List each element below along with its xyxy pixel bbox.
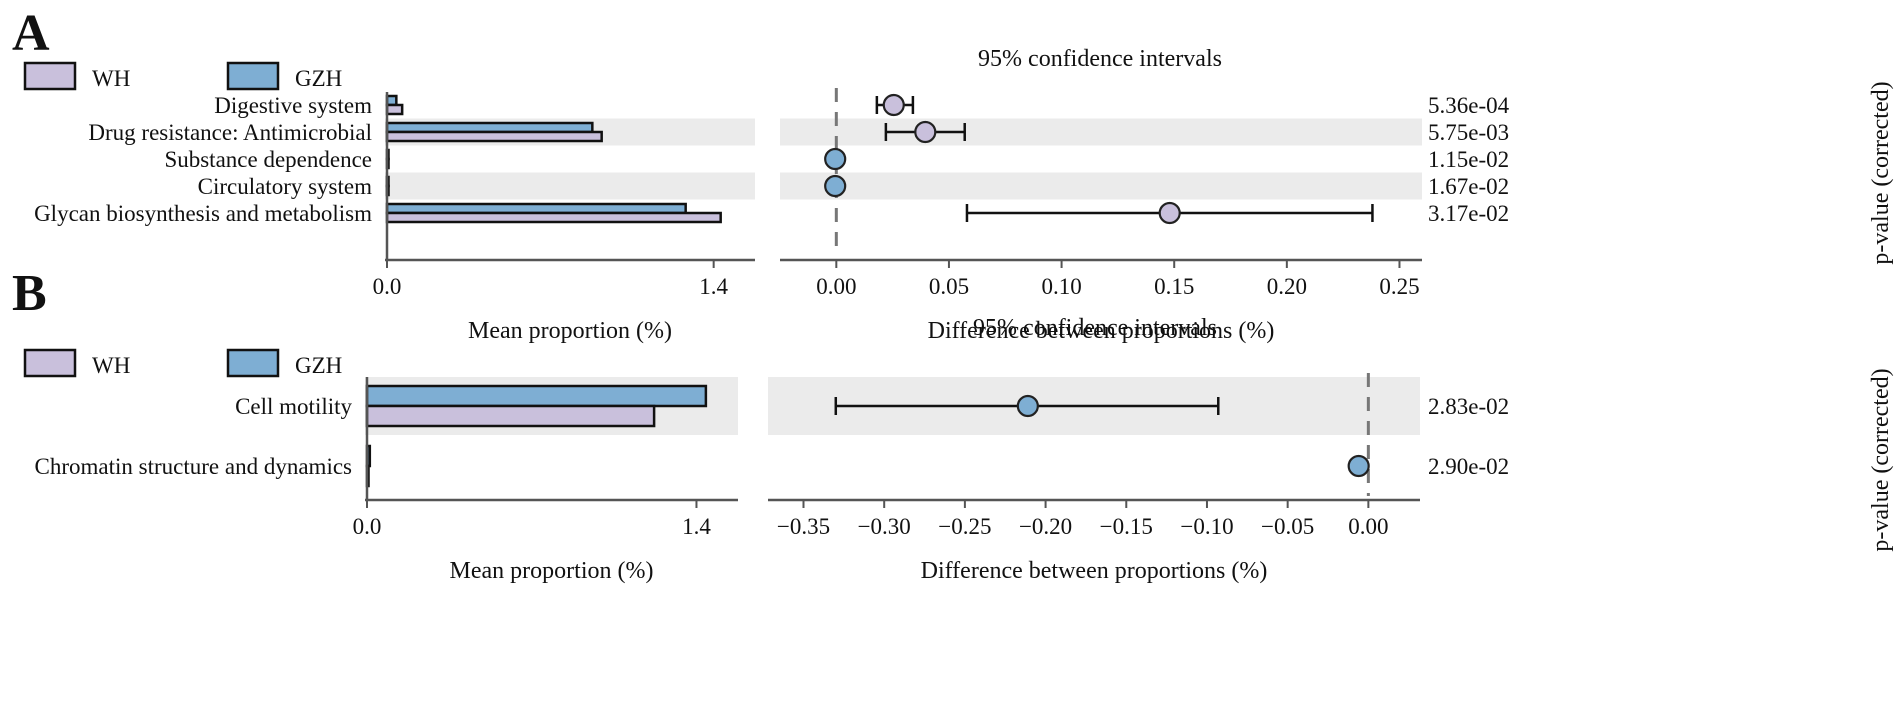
diff-x-tick-label: −0.35 [777,514,830,539]
diff-x-tick-label: −0.20 [1019,514,1072,539]
legend-swatch-wh [23,348,77,378]
bar-gzh [365,384,708,408]
bar-x-tick-label: 1.4 [699,274,728,299]
legend-label-wh: WH [92,66,130,91]
p-value-label: 2.83e-02 [1428,394,1509,419]
p-value-label: 1.15e-02 [1428,147,1509,172]
category-label: Digestive system [214,93,372,118]
legend-label-gzh: GZH [295,353,342,378]
category-label: Cell motility [235,394,352,419]
bar-x-tick-label: 1.4 [682,514,711,539]
bar-x-tick-label: 0.0 [373,274,402,299]
category-label: Circulatory system [198,174,372,199]
bar-x-axis-title: Mean proportion (%) [450,558,654,584]
ci-title: 95% confidence intervals [973,315,1217,341]
bar-gzh [385,121,594,134]
panel-letter: A [12,5,50,62]
diff-x-tick-label: −0.25 [938,514,991,539]
bar-wh [385,130,603,143]
p-value-label: 3.17e-02 [1428,201,1509,226]
diff-x-tick-label: −0.30 [858,514,911,539]
diff-x-tick-label: 0.20 [1267,274,1307,299]
legend-swatch-gzh [226,61,280,91]
legend-swatch-gzh [226,348,280,378]
p-value-label: 5.36e-04 [1428,93,1510,118]
bar-gzh [385,94,398,107]
panel-A: A WH GZH 95% confidence intervals Digestive … [12,5,1894,344]
difference-point [1158,201,1181,225]
difference-point [824,174,847,198]
category-label: Chromatin structure and dynamics [35,454,353,479]
diff-x-tick-label: 0.15 [1154,274,1194,299]
legend-label-wh: WH [92,353,130,378]
diff-x-tick-label: −0.10 [1180,514,1233,539]
bar-x-axis-title: Mean proportion (%) [468,318,672,344]
legend-label-gzh: GZH [295,66,342,91]
bar-gzh [385,202,687,215]
difference-point [1347,454,1370,478]
diff-x-axis-title: Difference between proportions (%) [928,318,1275,344]
diff-x-tick-label: 0.10 [1041,274,1081,299]
category-label: Glycan biosynthesis and metabolism [34,201,372,226]
p-value-label: 2.90e-02 [1428,454,1509,479]
difference-point [914,120,937,144]
diff-x-axis-title: Difference between proportions (%) [921,558,1268,584]
row-band-diff [780,172,1422,200]
p-value-label: 1.67e-02 [1428,174,1509,199]
diff-x-tick-label: 0.00 [1348,514,1388,539]
panel-B: B WH GZH 95% confidence intervals Cell motil… [12,265,1894,584]
p-value-label: 5.75e-03 [1428,120,1509,145]
difference-point [824,147,847,171]
diff-x-tick-label: 0.25 [1379,274,1419,299]
difference-point [882,93,905,117]
row-band-diff [780,118,1422,146]
p-value-axis-title: p-value (corrected) [1868,81,1894,264]
bar-wh [385,211,722,224]
row-band-bar [385,172,755,200]
diff-x-tick-label: −0.05 [1261,514,1314,539]
bar-wh [365,404,656,428]
diff-x-tick-label: 0.00 [816,274,856,299]
bar-x-tick-label: 0.0 [353,514,382,539]
legend-swatch-wh [23,61,77,91]
p-value-axis-title: p-value (corrected) [1868,368,1894,551]
difference-point [1016,394,1039,418]
diff-x-tick-label: 0.05 [929,274,969,299]
category-label: Drug resistance: Antimicrobial [88,120,372,145]
category-label: Substance dependence [164,147,372,172]
diff-x-tick-label: −0.15 [1100,514,1153,539]
panel-letter: B [12,265,47,322]
ci-title: 95% confidence intervals [978,46,1222,72]
bar-wh [385,103,404,116]
